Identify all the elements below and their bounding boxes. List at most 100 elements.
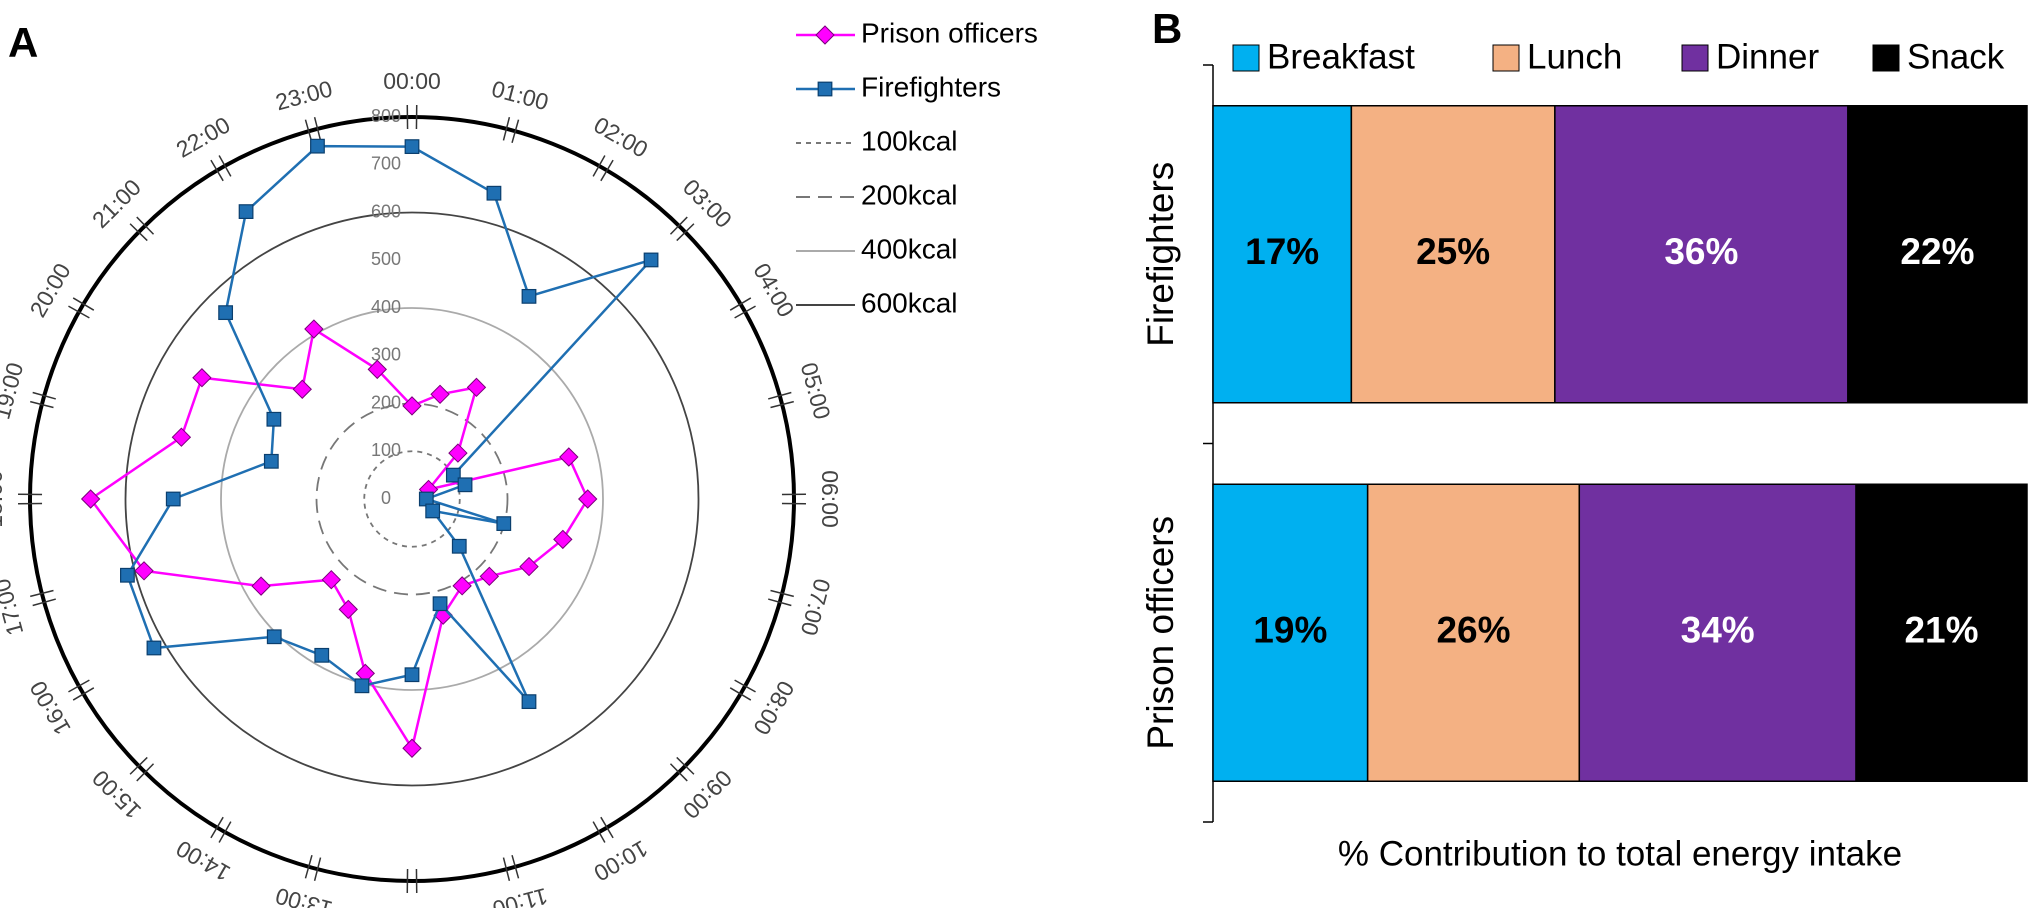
hour-label: 06:00 xyxy=(817,470,843,528)
legend-label: Firefighters xyxy=(861,71,1001,102)
r-tick-label: 0 xyxy=(381,488,391,508)
marker xyxy=(521,288,537,304)
marker xyxy=(553,529,573,550)
marker xyxy=(134,561,154,581)
marker xyxy=(263,453,279,469)
bar-segment xyxy=(1212,483,1369,782)
marker xyxy=(367,359,387,380)
rim-tick xyxy=(669,763,688,782)
value-label: 34% xyxy=(1681,610,1755,651)
value-label: 22% xyxy=(1900,231,1974,272)
marker xyxy=(165,491,181,507)
rim-tick xyxy=(511,119,520,143)
legend-label: 400kcal xyxy=(861,233,958,264)
hour-label: 12:00 xyxy=(383,904,441,908)
hour-label: 00:00 xyxy=(383,68,441,94)
marker xyxy=(338,599,358,620)
marker xyxy=(402,738,422,758)
hour-label: 17:00 xyxy=(0,576,28,638)
legend-label: Prison officers xyxy=(861,17,1038,48)
marker xyxy=(80,489,101,509)
rim-tick xyxy=(304,855,313,879)
rim-tick xyxy=(770,400,794,409)
r-tick-label: 300 xyxy=(371,345,401,365)
hour-label: 13:00 xyxy=(273,883,335,908)
marker xyxy=(266,411,282,427)
hour-label: 22:00 xyxy=(172,111,235,162)
marker xyxy=(445,467,461,483)
rim-tick xyxy=(770,589,794,598)
value-label: 36% xyxy=(1664,231,1738,272)
hour-label: 15:00 xyxy=(87,765,146,824)
value-label: 21% xyxy=(1904,610,1978,651)
rim-tick xyxy=(136,763,155,782)
marker xyxy=(404,139,420,155)
hour-label: 19:00 xyxy=(0,360,28,422)
marker xyxy=(519,556,539,577)
rim-tick xyxy=(129,223,148,242)
rim-tick xyxy=(729,687,752,701)
rim-tick xyxy=(68,305,90,319)
hour-label: 14:00 xyxy=(172,835,235,886)
r-tick-label: 200 xyxy=(371,392,401,412)
rim-tick xyxy=(313,117,322,141)
hour-label: 18:00 xyxy=(0,470,7,528)
rim-tick xyxy=(502,857,511,881)
rim-tick xyxy=(676,223,695,242)
legend-swatch xyxy=(1872,44,1900,72)
r-tick-label: 500 xyxy=(371,249,401,269)
marker xyxy=(251,576,271,596)
hour-label: 01:00 xyxy=(489,75,551,115)
bar-segment xyxy=(1578,483,1857,782)
rim-tick xyxy=(729,297,752,311)
rim-tick xyxy=(210,816,224,839)
hour-label: 05:00 xyxy=(796,360,836,422)
legend-label: Lunch xyxy=(1527,37,1622,76)
panel-label: B xyxy=(1152,5,1182,52)
marker xyxy=(521,694,537,710)
bar-segment xyxy=(1366,483,1581,782)
r-tick-label: 600 xyxy=(371,201,401,221)
legend-label: 200kcal xyxy=(861,179,958,210)
marker xyxy=(354,678,370,694)
marker xyxy=(238,204,254,219)
rim-tick xyxy=(210,159,224,182)
bar-segment xyxy=(1350,105,1556,404)
rim-tick xyxy=(30,589,54,598)
bar-segment xyxy=(1554,105,1849,404)
r-tick-label: 800 xyxy=(371,106,401,126)
legend-label: 600kcal xyxy=(861,287,958,318)
category-label: Firefighters xyxy=(1140,162,1181,347)
rim-tick xyxy=(218,155,232,177)
rim-tick xyxy=(768,598,792,607)
reference-ring xyxy=(363,450,461,548)
hour-label: 16:00 xyxy=(24,677,75,740)
marker xyxy=(486,185,502,201)
marker xyxy=(321,569,342,590)
reference-ring xyxy=(315,402,509,596)
legend-label: Snack xyxy=(1907,37,2005,76)
rim-tick xyxy=(734,305,756,319)
r-tick-label: 100 xyxy=(371,440,401,460)
hour-label: 20:00 xyxy=(24,259,75,322)
marker xyxy=(496,516,512,531)
rim-tick xyxy=(600,159,614,182)
legend-marker xyxy=(817,81,833,97)
marker xyxy=(218,305,234,321)
rim-tick xyxy=(72,687,95,701)
legend-label: 100kcal xyxy=(861,125,958,156)
marker xyxy=(432,596,448,612)
bar-segment xyxy=(1847,105,2028,404)
legend-swatch xyxy=(1681,44,1709,72)
marker xyxy=(430,384,450,405)
marker xyxy=(266,629,282,645)
rim-tick xyxy=(129,756,148,775)
rim-tick xyxy=(592,155,606,177)
rim-tick xyxy=(30,400,54,409)
value-label: 19% xyxy=(1253,610,1327,651)
hour-label: 21:00 xyxy=(87,174,146,233)
rim-tick xyxy=(313,857,322,881)
marker xyxy=(292,379,312,399)
hour-label: 23:00 xyxy=(273,75,335,115)
